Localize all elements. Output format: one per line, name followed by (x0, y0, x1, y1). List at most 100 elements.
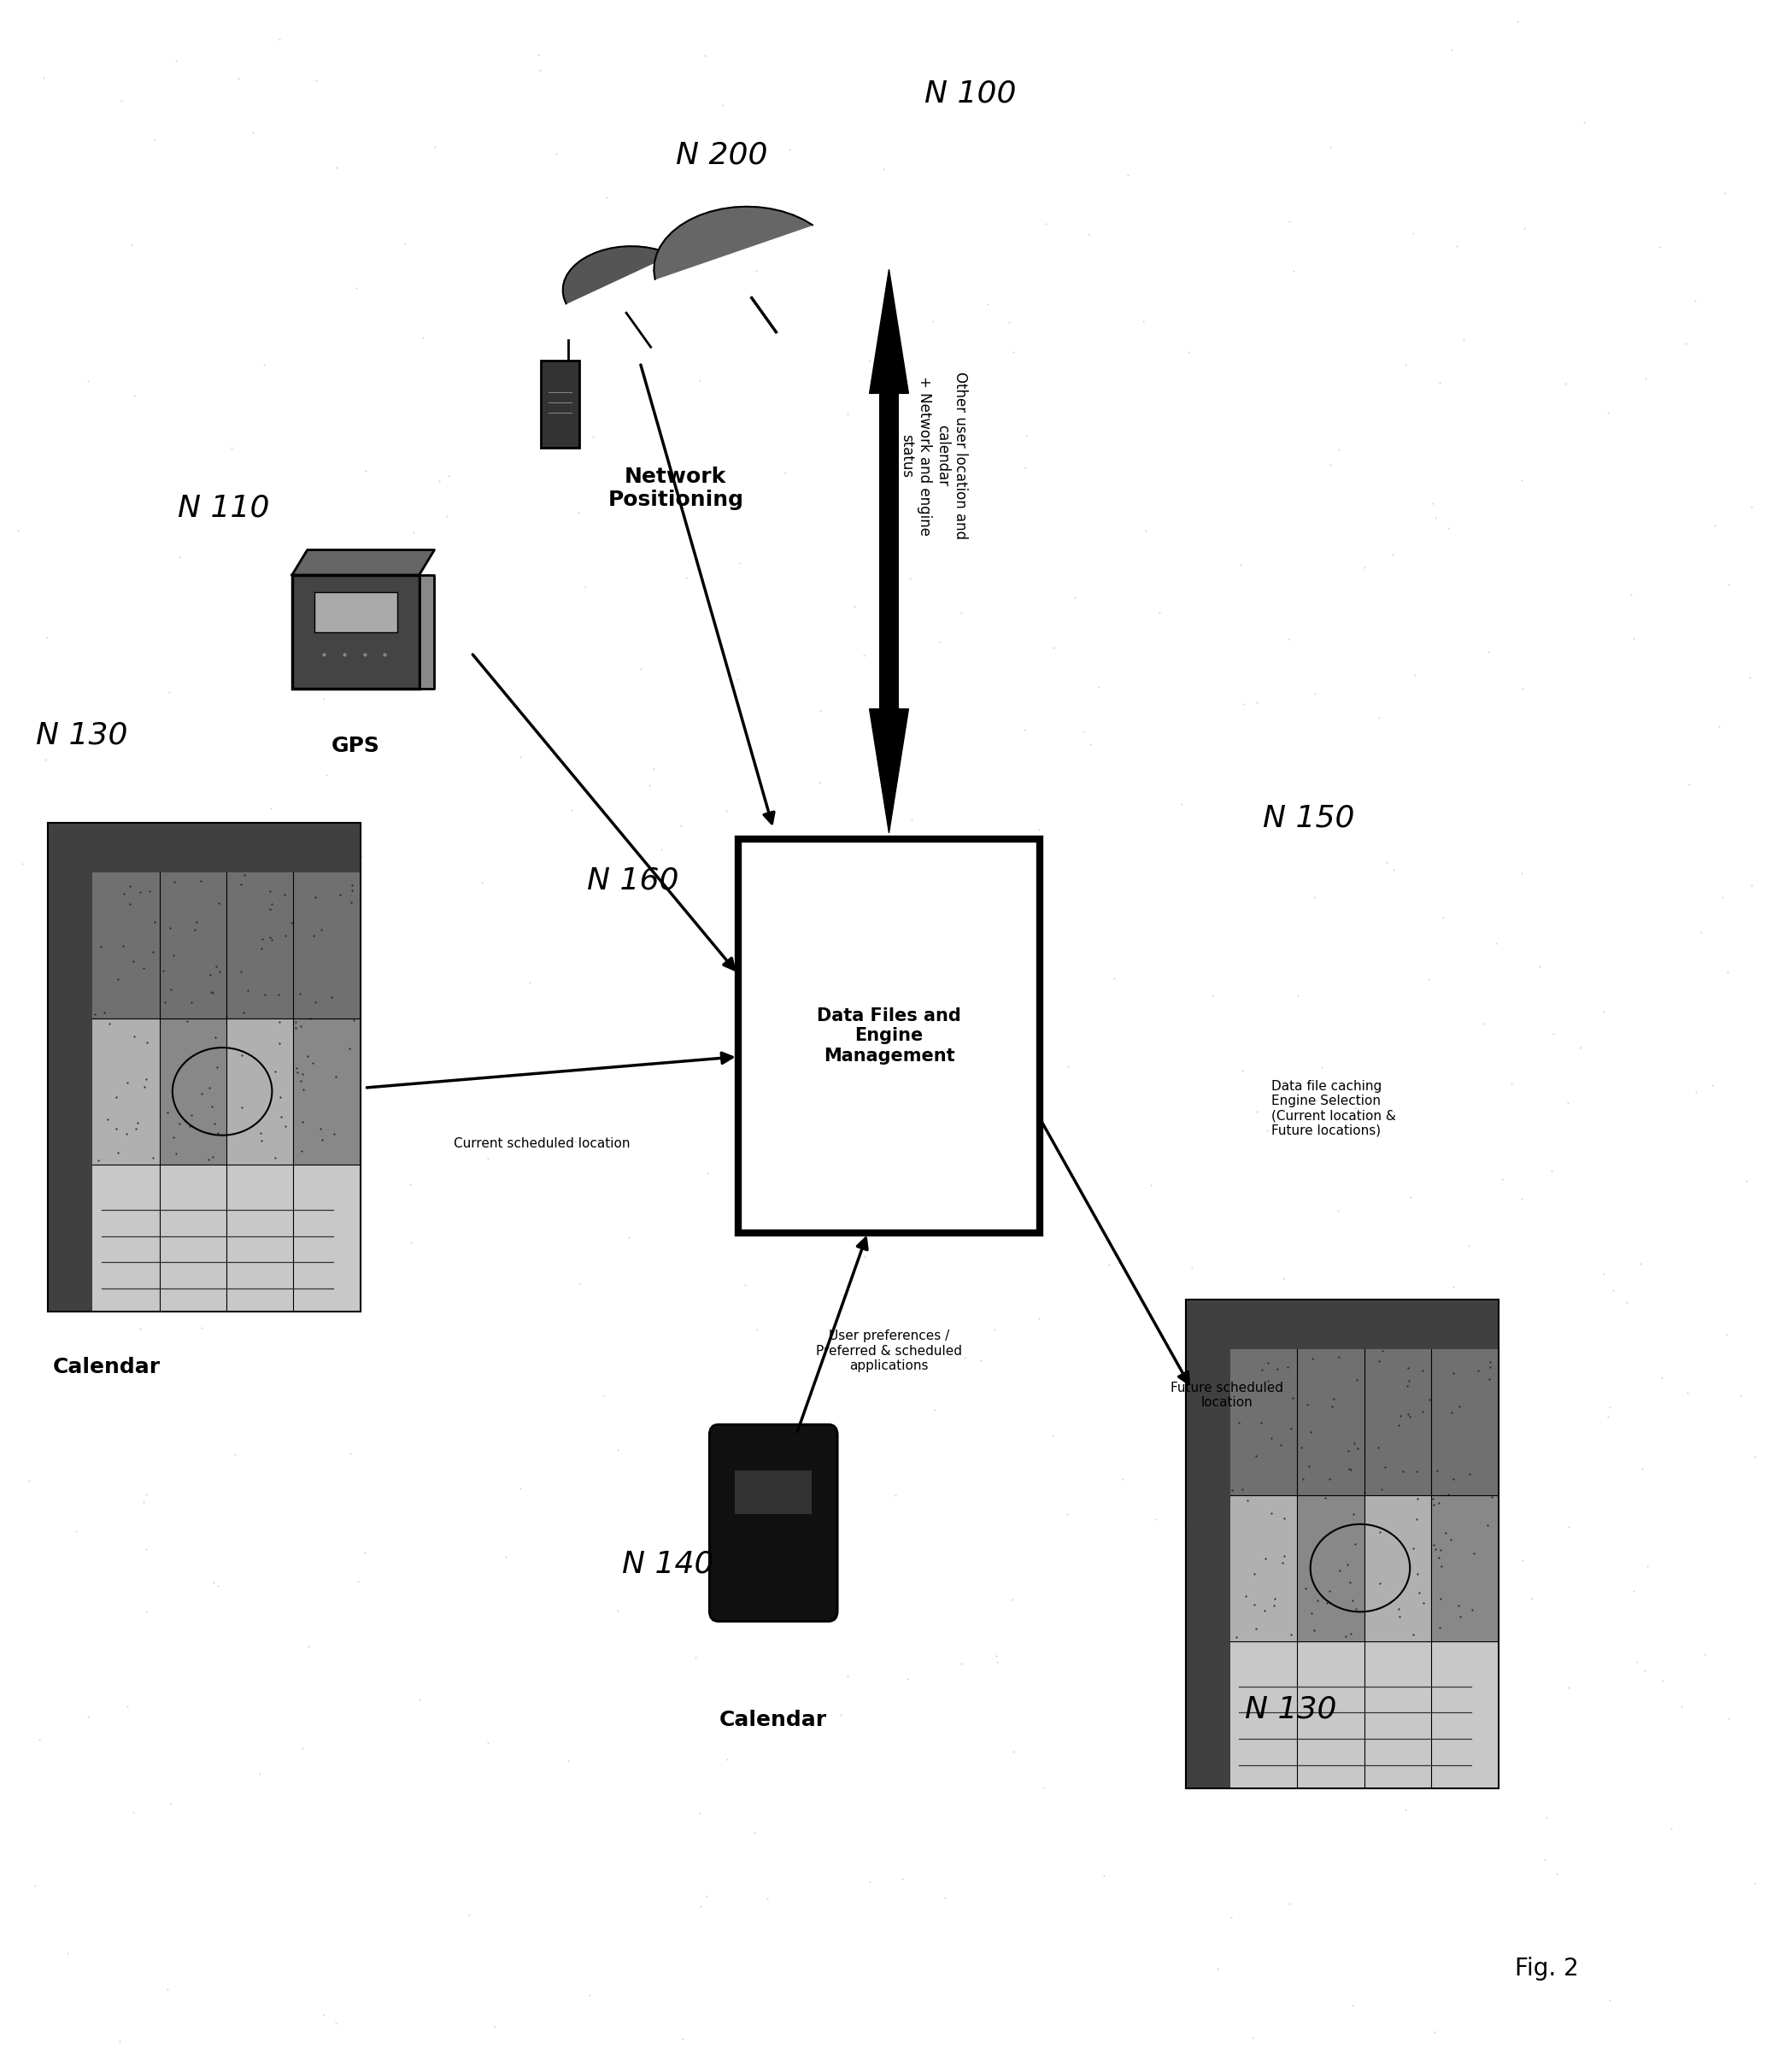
Point (199, 976, 228, 1009)
Point (882, 1479, 910, 1513)
Point (578, 421, 606, 454)
Point (987, 81, 1015, 114)
Point (293, 1040, 322, 1073)
Point (1257, 1633, 1285, 1666)
Point (1253, 1347, 1282, 1380)
Point (1536, 1154, 1565, 1187)
Point (108, 928, 137, 961)
Point (1481, 926, 1510, 959)
Point (1595, 1401, 1623, 1434)
Point (132, 1063, 160, 1096)
Point (843, 1102, 871, 1135)
Point (468, 866, 496, 899)
Bar (1230, 1301, 1497, 1349)
Point (1424, 1486, 1453, 1519)
Point (1145, 595, 1173, 628)
Point (226, 868, 254, 901)
Point (1474, 1508, 1502, 1542)
Point (172, 1005, 201, 1038)
Point (1284, 978, 1312, 1011)
Point (1437, 1718, 1465, 1751)
Point (1300, 678, 1328, 711)
Point (1454, 1457, 1483, 1490)
Point (1380, 854, 1408, 887)
Point (1508, 464, 1536, 497)
Point (740, 1817, 768, 1850)
Point (589, 1380, 617, 1413)
Point (1630, 1653, 1659, 1687)
Point (1350, 551, 1378, 584)
Point (405, 1682, 434, 1716)
Point (1218, 1473, 1246, 1506)
Point (1221, 1620, 1250, 1653)
Point (139, 934, 167, 968)
Point (772, 456, 800, 489)
Point (194, 1142, 222, 1175)
Point (1366, 1515, 1394, 1548)
Point (1342, 1593, 1371, 1627)
Point (1410, 1585, 1438, 1618)
Point (1426, 1583, 1454, 1616)
Point (921, 1392, 949, 1426)
Point (258, 887, 286, 920)
Point (1021, 1075, 1049, 1109)
Point (980, 1314, 1008, 1347)
Point (78, 887, 107, 920)
Point (201, 1021, 229, 1055)
Point (1415, 963, 1444, 997)
Text: GPS: GPS (331, 736, 380, 756)
Point (1113, 160, 1141, 193)
Text: User preferences /
Preferred & scheduled
applications: User preferences / Preferred & scheduled… (816, 1330, 962, 1372)
Point (647, 833, 676, 866)
Point (1261, 1583, 1289, 1616)
Point (1335, 1452, 1364, 1486)
Point (1469, 1007, 1497, 1040)
Point (338, 887, 366, 920)
Point (110, 876, 139, 910)
Point (1741, 1867, 1769, 1900)
Point (135, 874, 164, 908)
Point (1253, 1363, 1282, 1397)
Point (119, 1796, 148, 1830)
Point (741, 255, 770, 288)
Point (1709, 881, 1737, 914)
Point (951, 1341, 980, 1374)
Point (1476, 1351, 1504, 1384)
Point (1399, 1531, 1428, 1564)
Point (1335, 1566, 1364, 1600)
Point (80, 997, 108, 1030)
Point (251, 978, 279, 1011)
Point (149, 1171, 178, 1204)
Point (1478, 1479, 1506, 1513)
Bar (1230, 1641, 1497, 1786)
Point (87, 930, 116, 963)
Point (1458, 1593, 1486, 1627)
Point (1141, 1502, 1170, 1535)
Point (1403, 1455, 1431, 1488)
Point (603, 1434, 631, 1467)
Point (1332, 1618, 1360, 1651)
Point (267, 1100, 295, 1133)
Point (1682, 1075, 1710, 1109)
Point (272, 1109, 300, 1142)
Point (1293, 1388, 1321, 1421)
Point (692, 1879, 720, 1912)
Point (711, 794, 740, 827)
Point (1394, 1351, 1422, 1384)
Point (1108, 1463, 1136, 1496)
Point (197, 976, 226, 1009)
Point (1712, 1318, 1741, 1351)
Point (1476, 1345, 1504, 1378)
Point (1129, 305, 1157, 338)
Point (1508, 671, 1536, 704)
Point (263, 1046, 292, 1080)
Point (1339, 1583, 1367, 1616)
Point (893, 1662, 921, 1695)
Point (628, 653, 656, 686)
Point (1216, 1900, 1245, 1933)
Point (256, 893, 284, 926)
Point (75, 1701, 103, 1734)
Point (151, 986, 180, 1019)
Point (270, 918, 299, 951)
Point (1227, 549, 1255, 582)
